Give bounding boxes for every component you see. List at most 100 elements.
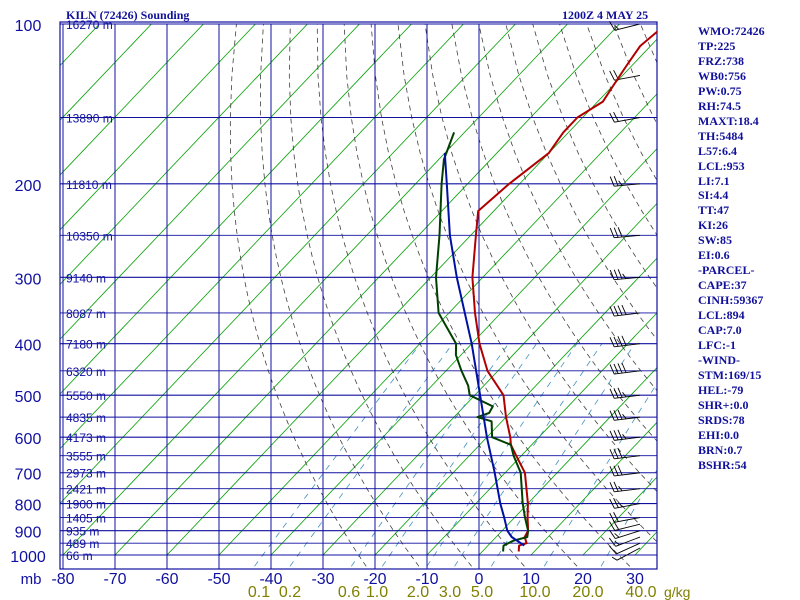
sounding-index-item: LCL:953 — [698, 158, 745, 173]
wind-barb-feather — [609, 430, 615, 441]
mixing-ratio-line — [426, 343, 578, 567]
wind-barb-feather — [617, 227, 623, 238]
wind-barb-feather — [609, 176, 615, 187]
pressure-tick-label: 200 — [15, 178, 42, 195]
sounding-profiles — [435, 30, 657, 552]
wind-barb-feather — [618, 502, 623, 508]
wind-barb-feather — [618, 485, 623, 492]
wind-barb-staff — [614, 523, 641, 531]
isotherm-line — [114, 24, 620, 556]
wind-barb-staff — [614, 503, 641, 509]
wind-barb-staff — [614, 234, 641, 239]
sounding-index-item: SW:85 — [698, 233, 733, 248]
mixing-ratio-line — [289, 343, 454, 567]
wind-barb-feather — [617, 465, 623, 476]
height-label: 4173 m — [66, 431, 106, 445]
wind-barb-feather — [617, 409, 623, 420]
wind-barb-feather — [609, 364, 615, 375]
wind-barb-feather — [609, 410, 615, 421]
wind-barb-feather — [608, 537, 617, 547]
wind-barb-feather — [614, 24, 619, 30]
isotherm-line — [60, 24, 256, 231]
wind-barb-feather — [618, 180, 623, 186]
height-label: 66 m — [66, 549, 93, 563]
wind-barb-feather — [611, 556, 618, 561]
wind-barb-feather — [613, 388, 619, 399]
wind-barb-feather — [609, 512, 615, 523]
temperature-tick-label: -70 — [103, 571, 126, 588]
wind-barb-feather — [613, 269, 619, 280]
wind-barb-feather — [609, 466, 615, 477]
isotherm-line — [374, 257, 657, 556]
isotherm-line — [60, 24, 152, 121]
isotherm-line — [60, 24, 360, 340]
isotherm-line — [60, 24, 204, 176]
isotherm-line — [60, 24, 516, 505]
height-label: 6320 m — [66, 365, 106, 379]
pressure-unit-label: mb — [21, 571, 42, 588]
dry-adiabat-line — [451, 24, 657, 442]
dry-adiabat-line — [370, 24, 631, 567]
mixing-ratio-label: 5.0 — [471, 584, 493, 600]
sounding-index-item: RH:74.5 — [698, 98, 741, 113]
dry-adiabat-lines — [229, 24, 657, 567]
wind-barb-staff — [614, 517, 641, 523]
mixing-ratio-label: 0.2 — [279, 584, 301, 600]
sounding-index-item: WB0:756 — [698, 68, 746, 83]
sounding-index-item: EHI:0.0 — [698, 427, 740, 442]
wind-barb-feather — [617, 363, 623, 374]
dry-adiabat-line — [478, 24, 657, 392]
dry-adiabat-line — [397, 24, 657, 543]
wind-barb-staff — [614, 394, 641, 399]
wind-barb-feather — [609, 521, 616, 531]
wind-barb-staff — [614, 183, 641, 187]
height-label: 2973 m — [66, 467, 106, 481]
height-label: 8087 m — [66, 307, 106, 321]
height-label: 11810 m — [66, 178, 112, 192]
wind-barb-staff — [614, 436, 641, 441]
wind-barb-feather — [609, 269, 615, 280]
height-label: 4835 m — [66, 411, 106, 425]
pressure-tick-label: 100 — [15, 18, 42, 35]
wind-barb-feather — [622, 413, 627, 420]
wind-barb-feather — [613, 481, 619, 492]
height-label: 489 m — [66, 537, 99, 551]
wind-barb-staff — [614, 488, 641, 493]
sounding-index-item: WMO:72426 — [698, 24, 765, 38]
wind-barb-feather — [621, 362, 627, 373]
temperature-tick-label: -10 — [415, 571, 438, 588]
wind-barb-staff — [614, 312, 641, 317]
mixing-ratio-label: 1.0 — [366, 584, 388, 600]
sounding-index-item: PW:0.75 — [698, 83, 742, 98]
mixing-ratio-label: 2.0 — [407, 584, 429, 600]
sounding-index-item: SRDS:78 — [698, 412, 745, 427]
isotherm-line — [62, 24, 568, 556]
wind-barb-staff — [614, 23, 641, 31]
isotherm-lines — [60, 24, 657, 556]
sounding-index-item: FRZ:738 — [698, 53, 744, 68]
sounding-index-item: SHR+:0.0 — [698, 397, 749, 412]
wind-barb-feather — [617, 269, 623, 280]
sounding-index-item: TP:225 — [698, 38, 736, 53]
wind-barb-staff — [614, 455, 641, 460]
temperature-profile — [471, 30, 657, 552]
chart-timestamp: 1200Z 4 MAY 25 — [562, 8, 649, 22]
wind-barb-feather — [609, 498, 615, 509]
sounding-index-item: CAP:7.0 — [698, 323, 742, 338]
sounding-index-item: L57:6.4 — [698, 143, 737, 158]
wind-barb-feather — [617, 305, 623, 316]
sounding-index-item: -PARCEL- — [698, 263, 755, 278]
isotherm-line — [322, 202, 657, 556]
mixing-ratio-lines — [254, 343, 657, 567]
wind-barb-feather — [617, 429, 623, 440]
wind-barb-staff — [614, 276, 641, 281]
temperature-tick-label: 10 — [522, 571, 540, 588]
mixing-ratio-label: 0.1 — [248, 584, 270, 600]
mixing-ratio-label: 0.6 — [338, 584, 360, 600]
mixing-ratio-label: 40.0 — [625, 584, 656, 600]
wind-barb-feather — [622, 434, 627, 440]
height-label: 13890 m — [66, 112, 113, 126]
wind-barb-feather — [617, 448, 623, 459]
wind-barb-staff — [614, 370, 641, 375]
wind-barb-feather — [613, 448, 619, 459]
